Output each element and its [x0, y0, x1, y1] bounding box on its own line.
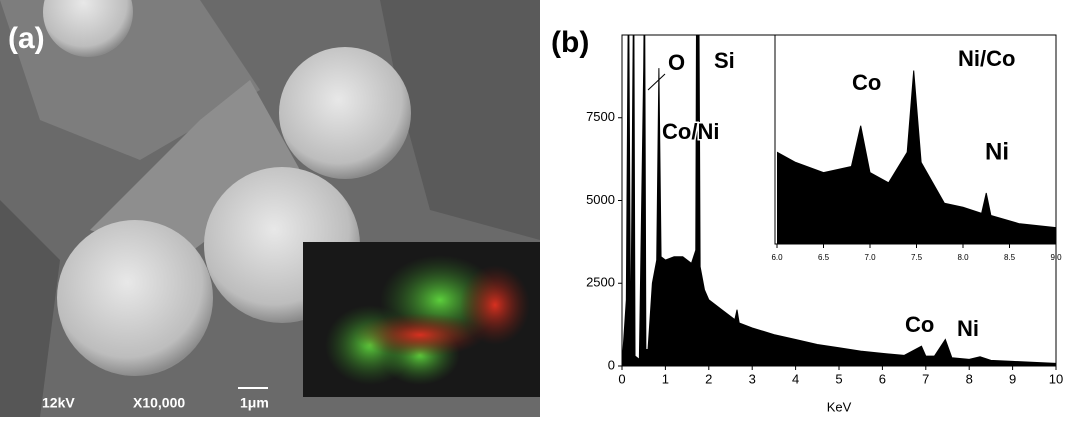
- peak-label: Co: [852, 70, 881, 95]
- x-tick-label: 2: [705, 371, 712, 386]
- peak-label: O: [668, 50, 685, 75]
- x-tick-label: 7.5: [911, 253, 923, 262]
- figure: (a) 12kV X10,000 1μm (b) 0 1 2 3 4 5 6 7 8 9 10 0 25…: [0, 0, 1067, 417]
- x-tick-label: 7: [922, 371, 929, 386]
- y-tick-label: 7500: [586, 109, 615, 124]
- sem-info: X10,000: [133, 395, 185, 411]
- peak-label: Ni: [957, 316, 979, 341]
- x-tick-label: 8: [966, 371, 973, 386]
- y-tick-label: 2500: [586, 275, 615, 290]
- pointer: [648, 74, 665, 90]
- x-tick-label: 8.0: [957, 253, 969, 262]
- x-tick-label: 8.5: [1004, 253, 1016, 262]
- peak-label: Ni/Co: [958, 46, 1015, 71]
- x-tick-label: 7.0: [864, 253, 876, 262]
- x-tick-label: 9: [1009, 371, 1016, 386]
- y-tick-label: 5000: [586, 192, 615, 207]
- x-tick-label: 9.0: [1050, 253, 1062, 262]
- x-tick-label: 4: [792, 371, 799, 386]
- x-axis-label: KeV: [827, 399, 852, 414]
- y-tick-label: 0: [608, 357, 615, 372]
- peak-label: Co/Ni: [662, 119, 719, 144]
- x-tick-label: 6: [879, 371, 886, 386]
- sem-info: 12kV: [42, 395, 75, 411]
- peak-label: Co: [905, 312, 934, 337]
- panel-label: (a): [8, 22, 45, 55]
- x-tick-label: 5: [835, 371, 842, 386]
- x-tick-label: 10: [1049, 371, 1063, 386]
- sem-info: 1μm: [240, 395, 269, 411]
- panel-label: (b): [551, 26, 589, 59]
- x-tick-label: 1: [662, 371, 669, 386]
- x-tick-label: 3: [749, 371, 756, 386]
- x-tick-label: 6.0: [771, 253, 783, 262]
- x-tick-label: 6.5: [818, 253, 830, 262]
- peak-label: Si: [714, 48, 735, 73]
- x-tick-label: 0: [618, 371, 625, 386]
- eds-map: [303, 242, 540, 397]
- peak-label: Ni: [985, 138, 1009, 165]
